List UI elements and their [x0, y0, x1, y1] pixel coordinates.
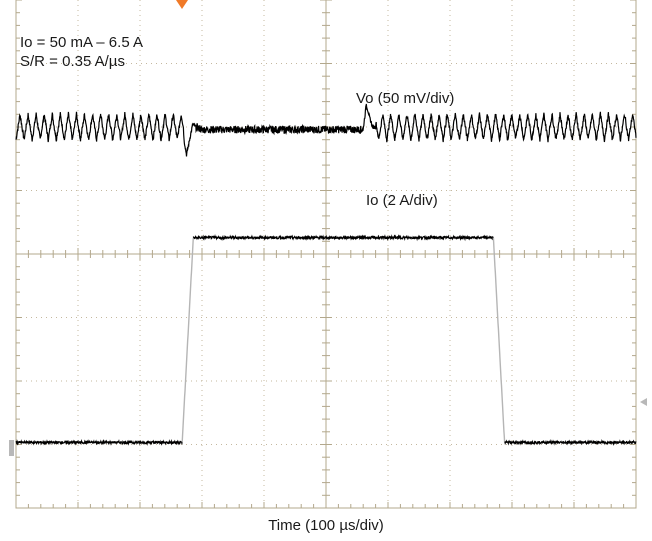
io-falling-edge	[492, 237, 506, 443]
channel-ground-marker	[9, 440, 14, 456]
trigger-level-marker	[640, 398, 647, 406]
vo-trace	[15, 103, 637, 157]
io-trace-high	[192, 234, 494, 242]
io-trace-low	[15, 438, 183, 446]
trigger-position-marker	[176, 0, 188, 9]
io-rising-edge	[181, 237, 194, 443]
io-trace-low-end	[504, 438, 637, 447]
slew-rate-annotation: S/R = 0.35 A/µs	[20, 53, 125, 70]
io-trace-label: Io (2 A/div)	[366, 192, 438, 209]
load-step-annotation: Io = 50 mA – 6.5 A	[20, 34, 144, 51]
x-axis-label: Time (100 µs/div)	[268, 517, 384, 534]
vo-trace-label: Vo (50 mV/div)	[356, 90, 455, 107]
